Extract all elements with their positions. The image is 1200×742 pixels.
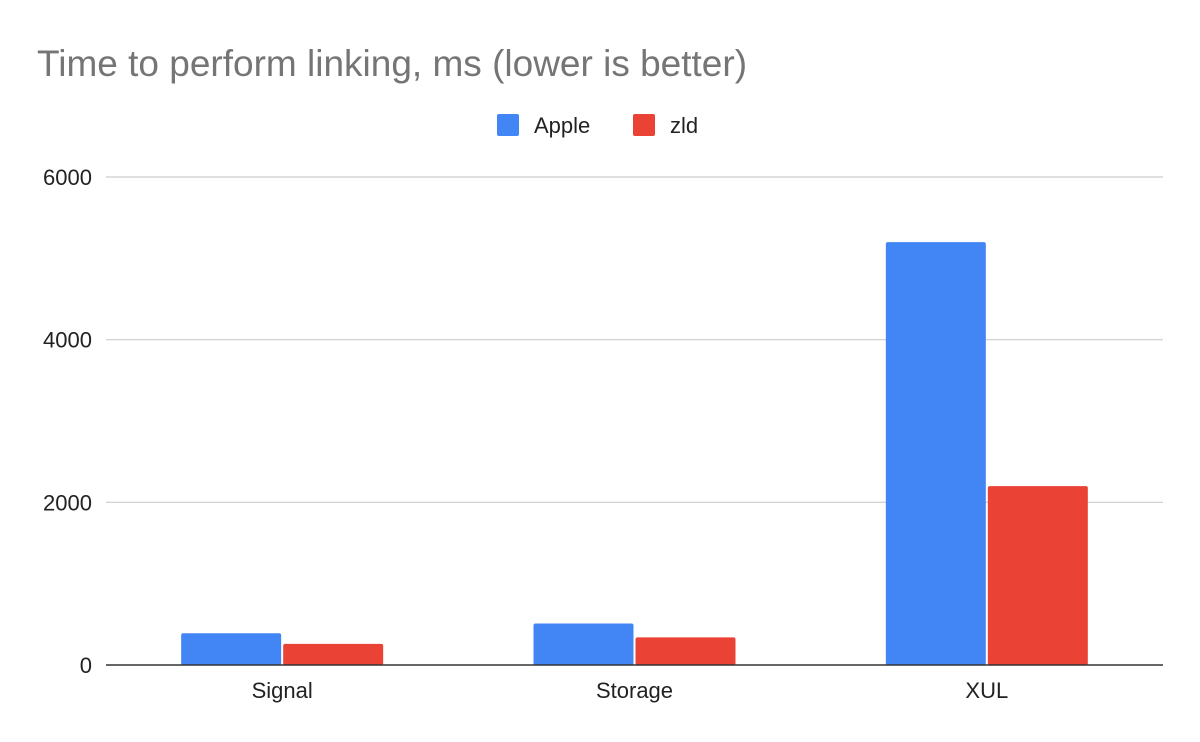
legend: Apple zld	[497, 113, 698, 138]
legend-label-apple: Apple	[534, 113, 590, 138]
bar-apple-signal	[181, 633, 282, 665]
bar-apple-xul	[885, 242, 986, 666]
y-tick-label: 4000	[43, 328, 92, 353]
legend-swatch-zld	[633, 114, 655, 136]
x-category-label: Storage	[596, 678, 673, 703]
gridlines	[106, 176, 1163, 503]
chart-title: Time to perform linking, ms (lower is be…	[37, 43, 747, 84]
y-axis-ticks: 0 2000 4000 6000	[43, 165, 92, 678]
bar-zld-signal	[283, 643, 384, 665]
y-tick-label: 0	[80, 653, 92, 678]
legend-label-zld: zld	[670, 113, 698, 138]
y-tick-label: 6000	[43, 165, 92, 190]
bars	[181, 242, 1088, 666]
x-axis-labels: Signal Storage XUL	[252, 678, 1009, 703]
bar-zld-storage	[635, 637, 736, 665]
y-tick-label: 2000	[43, 490, 92, 515]
x-category-label: XUL	[965, 678, 1008, 703]
bar-zld-xul	[987, 486, 1088, 665]
x-category-label: Signal	[252, 678, 313, 703]
legend-swatch-apple	[497, 114, 519, 136]
bar-apple-storage	[533, 623, 634, 665]
